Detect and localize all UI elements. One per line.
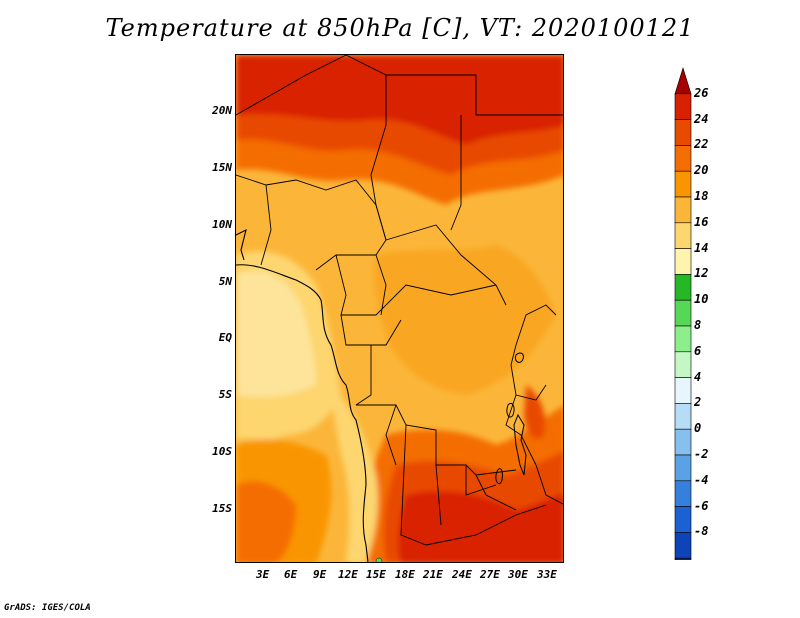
colorbar-label: -8 xyxy=(694,524,709,539)
lon-label: 9E xyxy=(313,568,327,581)
colorbar-label: 2 xyxy=(694,395,702,410)
colorbar-label: 8 xyxy=(694,318,702,332)
colorbar-swatch xyxy=(674,93,692,120)
colorbar-label: 6 xyxy=(694,343,702,358)
colorbar-swatch xyxy=(674,222,692,249)
colorbar-label: 22 xyxy=(694,137,709,152)
colorbar-swatch xyxy=(674,299,692,327)
colorbar-swatch xyxy=(674,274,692,301)
colorbar-swatch xyxy=(674,557,692,560)
lat-label: 15S xyxy=(212,502,232,515)
lon-label: 24E xyxy=(452,568,472,581)
colorbar-label: 4 xyxy=(694,369,702,384)
colorbar-swatch xyxy=(674,480,692,507)
colorbar-swatch xyxy=(674,532,692,559)
colorbar-label: 12 xyxy=(694,266,709,281)
colorbar-swatch xyxy=(674,248,692,275)
lon-label: 33E xyxy=(537,568,557,581)
colorbar-swatch xyxy=(674,428,692,456)
colorbar-swatch xyxy=(674,454,692,482)
chart-title: Temperature at 850hPa [C], VT: 202010012… xyxy=(105,14,695,42)
colorbar-swatch xyxy=(674,506,692,533)
colorbar-label: 0 xyxy=(694,421,702,436)
temperature-map xyxy=(235,54,564,563)
colorbar-label: 20 xyxy=(694,163,709,178)
lon-label: 18E xyxy=(395,568,415,581)
colorbar-label: 10 xyxy=(694,292,709,307)
lon-label: 30E xyxy=(508,568,528,581)
colorbar-label: 18 xyxy=(694,189,709,203)
lon-label: 6E xyxy=(284,568,298,581)
colorbar-swatch xyxy=(674,403,692,430)
colorbar-swatch xyxy=(674,325,692,353)
colorbar xyxy=(674,66,692,560)
colorbar-swatch xyxy=(674,196,692,224)
colorbar-label: -2 xyxy=(694,447,709,461)
colorbar-label: -4 xyxy=(694,472,709,487)
lon-label: 3E xyxy=(256,568,270,581)
colorbar-label: 24 xyxy=(694,111,709,126)
lat-label: EQ xyxy=(218,331,232,344)
lat-label: 20N xyxy=(212,104,232,117)
lon-label: 27E xyxy=(480,568,500,581)
lat-label: 10S xyxy=(212,445,232,458)
lon-label: 15E xyxy=(366,568,386,581)
colorbar-label: -6 xyxy=(694,498,709,513)
colorbar-swatch xyxy=(674,351,692,378)
map-field xyxy=(236,55,563,562)
colorbar-swatch xyxy=(674,145,692,172)
colorbar-label: 26 xyxy=(694,85,709,100)
lat-label: 10N xyxy=(212,218,232,231)
footer-credit: GrADS: IGES/COLA xyxy=(4,603,91,613)
lon-label: 21E xyxy=(423,568,443,581)
lon-label: 12E xyxy=(338,568,358,581)
colorbar-label: 14 xyxy=(694,240,709,255)
lat-label: 5N xyxy=(218,275,232,288)
colorbar-swatch xyxy=(674,170,692,198)
lat-label: 15N xyxy=(212,161,232,174)
colorbar-label: 16 xyxy=(694,214,709,229)
colorbar-swatch xyxy=(674,119,692,146)
lat-label: 5S xyxy=(218,388,232,401)
colorbar-swatch xyxy=(674,377,692,404)
colorbar-swatch xyxy=(674,66,692,95)
